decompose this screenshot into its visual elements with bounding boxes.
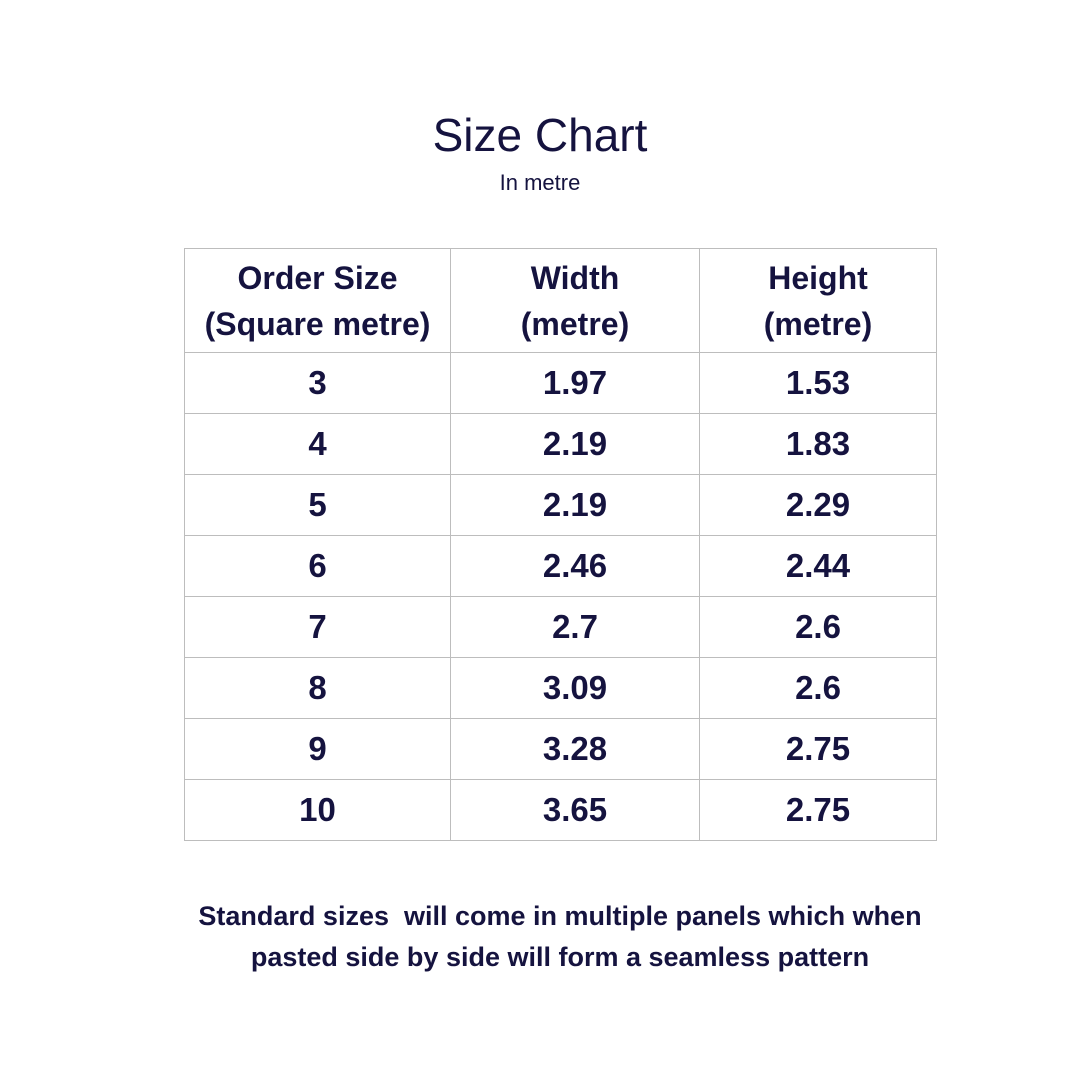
width-cell: 3.65 [450,779,700,841]
width-cell: 2.19 [450,413,700,475]
order-size-cell: 7 [184,596,451,658]
footnote-line-1: Standard sizes will come in multiple pan… [198,901,922,931]
order-size-cell: 9 [184,718,451,780]
height-cell: 2.75 [699,718,937,780]
table-row: 8 3.09 2.6 [184,657,937,719]
header-width: Width (metre) [450,248,700,353]
width-cell: 2.19 [450,474,700,536]
size-table: Order Size (Square metre) Width (metre) … [184,248,937,841]
order-size-cell: 5 [184,474,451,536]
height-cell: 2.44 [699,535,937,597]
width-cell: 3.28 [450,718,700,780]
order-size-cell: 3 [184,352,451,414]
height-cell: 1.83 [699,413,937,475]
width-cell: 2.7 [450,596,700,658]
height-cell: 1.53 [699,352,937,414]
width-cell: 1.97 [450,352,700,414]
table-row: 5 2.19 2.29 [184,474,937,536]
table-row: 3 1.97 1.53 [184,352,937,414]
order-size-cell: 4 [184,413,451,475]
height-cell: 2.6 [699,596,937,658]
order-size-cell: 10 [184,779,451,841]
table-row: 6 2.46 2.44 [184,535,937,597]
footnote-line-2: pasted side by side will form a seamless… [250,942,870,972]
table-row: 7 2.7 2.6 [184,596,937,658]
height-cell: 2.75 [699,779,937,841]
table-row: 9 3.28 2.75 [184,718,937,780]
page-subtitle: In metre [499,170,581,195]
height-cell: 2.29 [699,474,937,536]
table-row: 4 2.19 1.83 [184,413,937,475]
order-size-cell: 8 [184,657,451,719]
footnote: Standard sizes will come in multiple pan… [0,896,1080,978]
header-height: Height (metre) [699,248,937,353]
order-size-cell: 6 [184,535,451,597]
height-cell: 2.6 [699,657,937,719]
width-cell: 3.09 [450,657,700,719]
table-header-row: Order Size (Square metre) Width (metre) … [184,248,937,353]
width-cell: 2.46 [450,535,700,597]
header-order-size: Order Size (Square metre) [184,248,451,353]
table-row: 10 3.65 2.75 [184,779,937,841]
page-title: Size Chart [432,109,648,161]
